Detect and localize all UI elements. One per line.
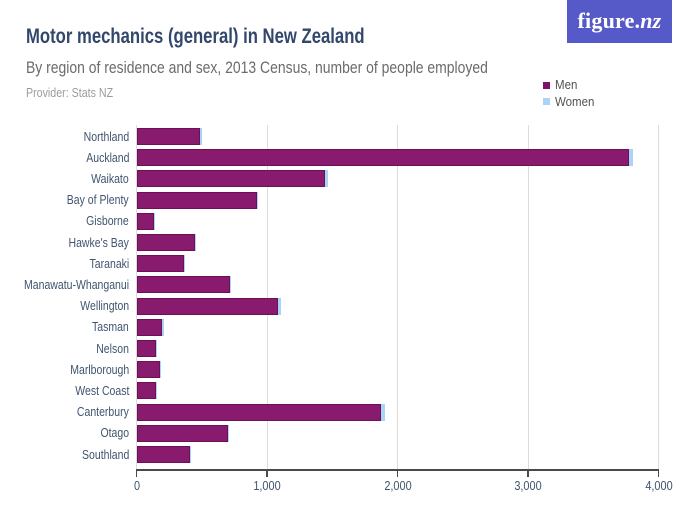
x-tick-label-4000: 4,000 (644, 477, 673, 493)
gridline-3000 (527, 125, 529, 470)
x-axis-tick-0 (135, 469, 138, 477)
bar-women[interactable] (278, 297, 281, 315)
bar-men[interactable] (136, 255, 184, 273)
bar-women[interactable] (229, 276, 232, 294)
bar-women[interactable] (227, 424, 230, 442)
bar-men[interactable] (136, 361, 160, 379)
bar-men[interactable] (136, 446, 190, 463)
bar-men[interactable] (136, 170, 326, 188)
bar-row-bay-of-plenty: Bay of Plenty (0, 191, 700, 209)
bar-men[interactable] (136, 212, 154, 230)
category-label: Tasman (92, 320, 129, 335)
x-axis-tick-3000 (527, 469, 529, 477)
bar-men[interactable] (136, 318, 163, 336)
bar-men[interactable] (136, 403, 382, 421)
figurenz-logo-text: figure.nz (577, 7, 662, 34)
category-label: Marlborough (70, 362, 129, 377)
bar-row-tasman: Tasman (0, 318, 700, 336)
bar-women[interactable] (189, 446, 191, 463)
bar-men[interactable] (136, 128, 201, 145)
bar-women[interactable] (629, 149, 633, 167)
category-label: Auckland (85, 150, 129, 165)
bar-row-waikato: Waikato (0, 170, 700, 188)
bar-men[interactable] (136, 424, 228, 442)
x-tick-label-2000: 2,000 (383, 477, 412, 493)
legend-item-men[interactable]: Men (543, 77, 598, 94)
bar-men[interactable] (136, 382, 157, 400)
category-label: Gisborne (86, 214, 129, 229)
legend-swatch-men (543, 81, 550, 89)
logo-text-roman: figure. (577, 7, 641, 33)
bar-men[interactable] (136, 234, 195, 251)
category-label: Hawke's Bay (68, 235, 129, 250)
bar-women[interactable] (194, 234, 196, 251)
bar-row-taranaki: Taranaki (0, 255, 700, 273)
legend-swatch-women (543, 98, 550, 106)
bar-men[interactable] (136, 340, 157, 357)
bar-row-gisborne: Gisborne (0, 212, 700, 230)
bar-men[interactable] (136, 191, 257, 209)
category-label: Wellington (80, 298, 129, 313)
category-label: Northland (83, 129, 129, 144)
bar-row-nelson: Nelson (0, 340, 700, 357)
category-label: Taranaki (89, 256, 129, 271)
category-label: Nelson (96, 341, 129, 356)
bar-men[interactable] (136, 276, 230, 294)
gridline-1000 (266, 125, 268, 470)
legend-label-men: Men (555, 78, 578, 93)
x-tick-label-1000: 1,000 (253, 477, 281, 493)
figurenz-logo[interactable]: figure.nz (567, 0, 672, 43)
x-axis-tick-1000 (266, 469, 268, 477)
chart-title-text: Motor mechanics (general) in New Zealand (26, 24, 365, 48)
legend-label-women: Women (555, 94, 595, 109)
legend-item-women[interactable]: Women (543, 94, 598, 111)
logo-text-italic: nz (640, 7, 662, 33)
bar-row-canterbury: Canterbury (0, 403, 700, 421)
bar-row-manawatu-whanganui: Manawatu-Whanganui (0, 276, 700, 294)
category-label: Southland (81, 447, 129, 462)
provider-credit: Provider: Stats NZ (26, 86, 132, 100)
x-axis-tick-2000 (396, 469, 399, 477)
category-label: West Coast (74, 383, 129, 398)
legend: Men Women (543, 77, 598, 110)
bar-row-west-coast: West Coast (0, 382, 700, 400)
bar-women[interactable] (256, 191, 259, 209)
bar-row-marlborough: Marlborough (0, 361, 700, 379)
gridline-2000 (397, 125, 398, 470)
bar-men[interactable] (136, 149, 630, 167)
bar-row-otago: Otago (0, 424, 700, 442)
bar-women[interactable] (159, 361, 161, 379)
bar-row-hawke-s-bay: Hawke's Bay (0, 234, 700, 251)
bar-women[interactable] (325, 170, 328, 188)
x-tick-label-0: 0 (133, 477, 140, 493)
gridline-0 (136, 125, 137, 470)
provider-credit-text: Provider: Stats NZ (26, 85, 114, 100)
bar-women[interactable] (381, 403, 386, 421)
bar-women[interactable] (156, 340, 158, 357)
bar-row-southland: Southland (0, 446, 700, 463)
category-label: Manawatu-Whanganui (23, 277, 129, 292)
category-label: Bay of Plenty (67, 192, 129, 207)
bar-row-auckland: Auckland (0, 149, 700, 167)
gridline-4000 (658, 125, 659, 470)
chart-title: Motor mechanics (general) in New Zealand (26, 24, 452, 48)
bar-women[interactable] (200, 128, 202, 145)
bar-men[interactable] (136, 297, 279, 315)
chart-subtitle-text: By region of residence and sex, 2013 Cen… (26, 58, 488, 77)
bar-women[interactable] (162, 318, 164, 336)
x-axis-tick-4000 (657, 469, 660, 477)
x-tick-label-3000: 3,000 (514, 477, 542, 493)
category-label: Waikato (91, 171, 129, 186)
bar-row-wellington: Wellington (0, 297, 700, 315)
bar-row-northland: Northland (0, 128, 700, 145)
bar-women[interactable] (183, 255, 185, 273)
chart-subtitle: By region of residence and sex, 2013 Cen… (26, 59, 589, 77)
category-label: Canterbury (77, 404, 129, 419)
category-label: Otago (100, 426, 129, 441)
